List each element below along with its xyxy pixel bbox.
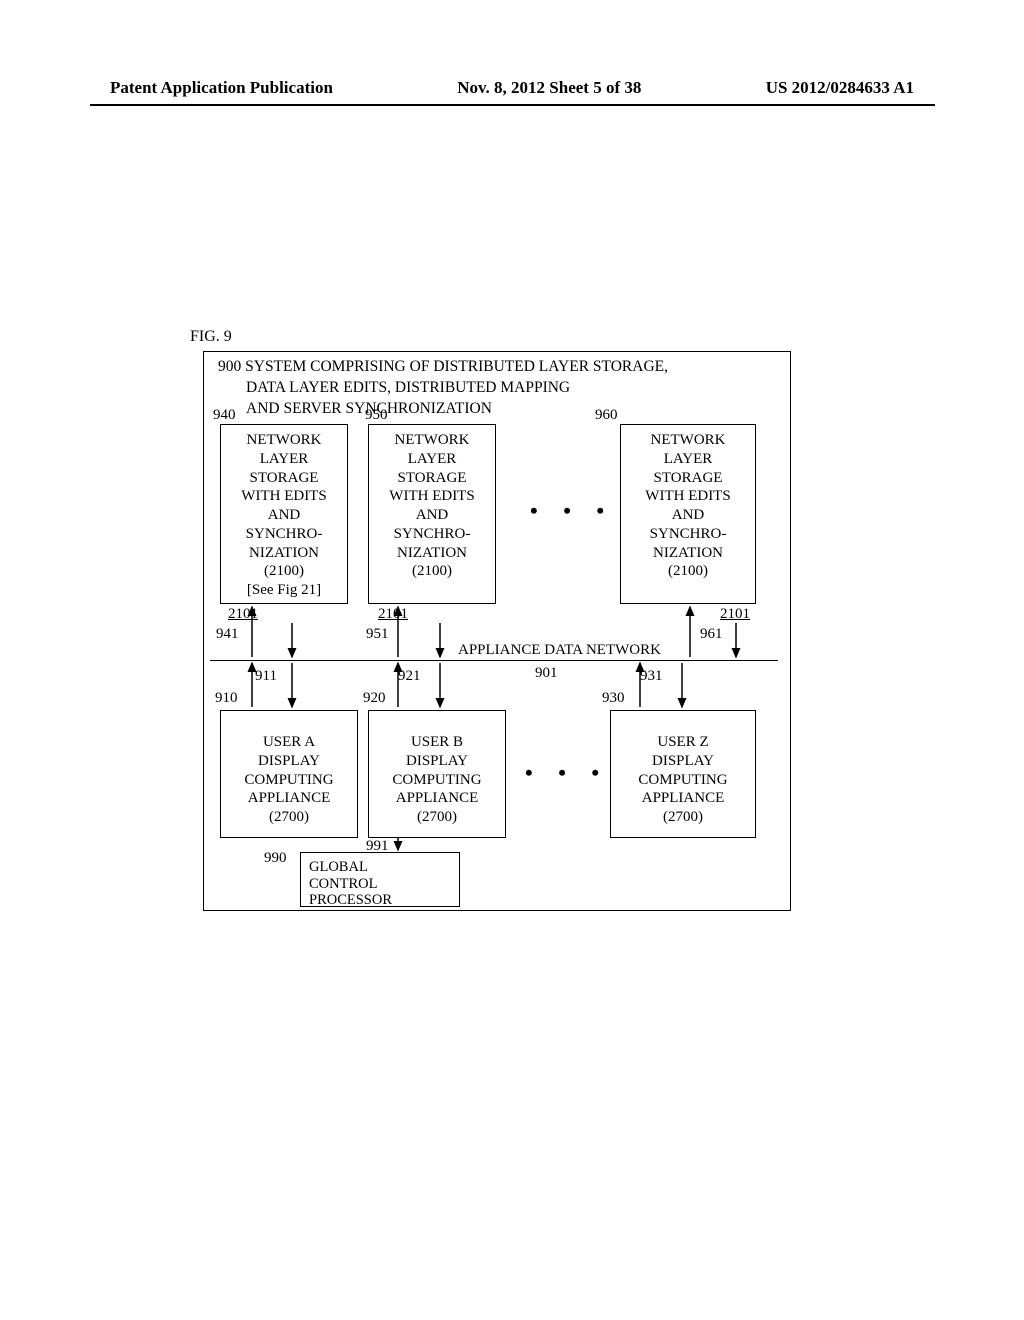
page: Patent Application Publication Nov. 8, 2… — [0, 0, 1024, 1320]
label-921: 921 — [398, 668, 421, 685]
user-box-b: USER B DISPLAY COMPUTING APPLIANCE (2700… — [368, 710, 506, 838]
storage-box-b: NETWORK LAYER STORAGE WITH EDITS AND SYN… — [368, 424, 496, 604]
header-rule — [90, 104, 935, 106]
storage-box-a: NETWORK LAYER STORAGE WITH EDITS AND SYN… — [220, 424, 348, 604]
title-line1: 900 SYSTEM COMPRISING OF DISTRIBUTED LAY… — [218, 358, 668, 375]
label-2101-b: 2101 — [378, 606, 408, 623]
title-line3: AND SERVER SYNCHRONIZATION — [218, 400, 492, 417]
title-line2: DATA LAYER EDITS, DISTRIBUTED MAPPING — [218, 379, 570, 396]
patent-header: Patent Application Publication Nov. 8, 2… — [0, 78, 1024, 98]
label-940: 940 — [213, 407, 236, 424]
label-network: APPLIANCE DATA NETWORK — [458, 642, 661, 659]
label-931: 931 — [640, 668, 663, 685]
appliance-data-network-line — [210, 660, 778, 661]
ellipsis-top: • • • — [530, 498, 614, 524]
label-961: 961 — [700, 626, 723, 643]
label-941: 941 — [216, 626, 239, 643]
user-box-c: USER Z DISPLAY COMPUTING APPLIANCE (2700… — [610, 710, 756, 838]
figure-label: FIG. 9 — [190, 328, 232, 346]
label-911: 911 — [255, 668, 277, 685]
global-control-processor-box: GLOBAL CONTROL PROCESSOR — [300, 852, 460, 907]
ellipsis-bottom: • • • — [525, 760, 609, 786]
user-box-a: USER A DISPLAY COMPUTING APPLIANCE (2700… — [220, 710, 358, 838]
label-960: 960 — [595, 407, 618, 424]
label-990: 990 — [264, 850, 287, 867]
label-951: 951 — [366, 626, 389, 643]
label-2101-a: 2101 — [228, 606, 258, 623]
label-920: 920 — [363, 690, 386, 707]
label-950: 950 — [365, 407, 388, 424]
label-901: 901 — [535, 665, 558, 682]
header-left: Patent Application Publication — [110, 78, 333, 98]
label-910: 910 — [215, 690, 238, 707]
storage-box-c: NETWORK LAYER STORAGE WITH EDITS AND SYN… — [620, 424, 756, 604]
header-mid: Nov. 8, 2012 Sheet 5 of 38 — [457, 78, 641, 98]
label-2101-c: 2101 — [720, 606, 750, 623]
header-right: US 2012/0284633 A1 — [766, 78, 914, 98]
label-930: 930 — [602, 690, 625, 707]
